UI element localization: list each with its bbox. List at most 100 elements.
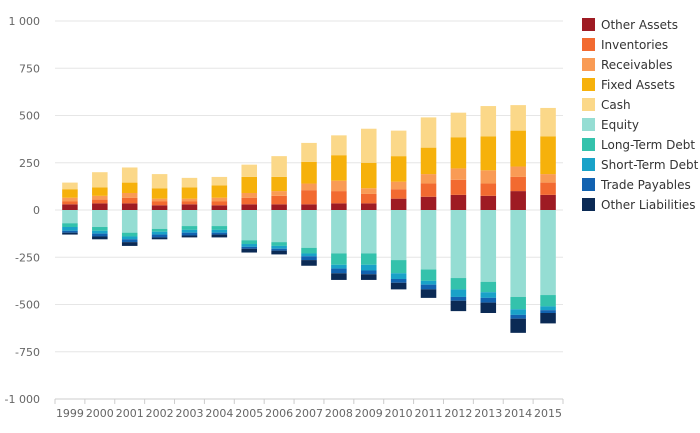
bar-segment-fixed-assets-2012	[450, 137, 467, 169]
bar-segment-other-liabilities-2008	[331, 273, 347, 280]
legend-item-other-liabilities[interactable]: Other Liabilities	[582, 198, 696, 212]
bar-segment-inventories-2015	[540, 182, 556, 195]
bar-segment-cash-2002	[151, 174, 168, 189]
bar-segment-inventories-1999	[62, 201, 78, 205]
y-axis-tick-labels: -1 000 -750 -500 -250 0 250 500 750 1 000	[5, 15, 40, 406]
bar-segment-short-term-debt-2006	[271, 245, 287, 249]
legend-item-trade-payables[interactable]: Trade Payables	[582, 178, 691, 192]
bar-segment-inventories-2007	[301, 190, 317, 205]
bar-segment-other-liabilities-2003	[181, 235, 198, 238]
bar-segment-short-term-debt-2000	[92, 230, 108, 234]
bar-segment-cash-2006	[271, 156, 287, 177]
x-tick-label: 2002	[146, 407, 174, 420]
legend-swatch	[582, 38, 595, 51]
legend-swatch	[582, 198, 595, 211]
bar-segment-receivables-2007	[301, 183, 317, 191]
bar-segment-inventories-2003	[181, 201, 198, 205]
x-tick-label: 2006	[265, 407, 293, 420]
legend-item-long-term-debt[interactable]: Long-Term Debt	[582, 138, 695, 152]
bar-segment-short-term-debt-2007	[301, 253, 317, 257]
bar-segment-fixed-assets-2006	[271, 176, 287, 192]
bar-segment-other-liabilities-2007	[301, 260, 317, 266]
bar-segment-other-liabilities-2013	[480, 302, 497, 314]
bar-segment-cash-2011	[420, 117, 437, 148]
y-tick-label: 0	[33, 204, 40, 217]
bar-segment-long-term-debt-2006	[271, 242, 287, 246]
bar-segment-short-term-debt-2005	[241, 244, 258, 247]
bar-segment-other-assets-2010	[390, 198, 407, 210]
legend-label: Cash	[601, 98, 631, 112]
bar-segment-trade-payables-2008	[331, 268, 347, 274]
bar-segment-other-liabilities-2010	[390, 282, 407, 290]
bar-segment-fixed-assets-2004	[211, 185, 228, 198]
bar-segment-equity-2002	[151, 210, 168, 229]
bar-segment-cash-2012	[450, 112, 467, 138]
bar-segment-long-term-debt-2011	[420, 269, 437, 281]
legend-item-short-term-debt[interactable]: Short-Term Debt	[582, 158, 699, 172]
bar-segment-inventories-2006	[271, 195, 287, 205]
x-tick-label: 2007	[295, 407, 323, 420]
bar-segment-trade-payables-2010	[390, 278, 407, 283]
bar-segment-other-assets-2009	[360, 203, 377, 210]
legend-item-cash[interactable]: Cash	[582, 98, 631, 112]
bar-segment-other-liabilities-2012	[450, 300, 467, 312]
bar-segment-long-term-debt-2009	[360, 253, 377, 265]
legend-item-equity[interactable]: Equity	[582, 118, 639, 132]
bar-segment-inventories-2001	[121, 197, 138, 204]
bar-segment-receivables-2008	[331, 180, 347, 192]
bar-segment-equity-2015	[540, 210, 556, 296]
bar-segment-long-term-debt-2002	[151, 228, 168, 232]
bar-segment-short-term-debt-2012	[450, 289, 467, 297]
bars	[62, 105, 556, 333]
bar-segment-other-liabilities-2005	[241, 248, 258, 253]
bar-segment-other-assets-2013	[480, 195, 497, 210]
bar-segment-receivables-2003	[181, 198, 198, 202]
bar-segment-long-term-debt-2001	[121, 232, 138, 237]
bar-segment-long-term-debt-2004	[211, 226, 228, 230]
bar-segment-long-term-debt-2007	[301, 247, 317, 254]
x-tick-label: 2004	[205, 407, 233, 420]
bar-segment-equity-2014	[510, 210, 526, 297]
y-tick-label: 1 000	[9, 15, 41, 28]
bar-segment-equity-1999	[62, 210, 78, 224]
legend-label: Fixed Assets	[601, 78, 675, 92]
bar-segment-long-term-debt-2010	[390, 260, 407, 274]
bar-segment-cash-2014	[510, 105, 526, 131]
legend-swatch	[582, 118, 595, 131]
bar-segment-cash-2001	[121, 167, 138, 183]
bar-segment-fixed-assets-2010	[390, 156, 407, 182]
x-tick-label: 2001	[116, 407, 144, 420]
bar-segment-equity-2009	[360, 210, 377, 254]
bar-segment-equity-2006	[271, 210, 287, 243]
legend-item-receivables[interactable]: Receivables	[582, 58, 673, 72]
bar-segment-cash-2010	[390, 130, 407, 157]
bar-segment-trade-payables-2011	[420, 284, 437, 290]
bar-segment-fixed-assets-2001	[121, 182, 138, 193]
bar-segment-receivables-2004	[211, 197, 228, 202]
x-axis: 1999 2000 2001 2002 2003 2004 2005 2006 2007 2008…	[54, 398, 564, 420]
legend-item-other-assets[interactable]: Other Assets	[582, 18, 678, 32]
bar-segment-short-term-debt-2001	[121, 236, 138, 240]
legend-swatch	[582, 18, 595, 31]
bar-segment-trade-payables-2000	[92, 233, 108, 237]
bar-segment-short-term-debt-2010	[390, 273, 407, 279]
bar-segment-receivables-2005	[241, 192, 258, 198]
bar-segment-cash-2000	[92, 172, 108, 188]
bar-segment-other-assets-2014	[510, 191, 526, 210]
y-tick-label: -750	[15, 346, 40, 359]
legend-item-fixed-assets[interactable]: Fixed Assets	[582, 78, 675, 92]
bar-segment-other-assets-2011	[420, 196, 437, 210]
bar-segment-inventories-2004	[211, 201, 228, 206]
legend-label: Receivables	[601, 58, 673, 72]
bar-segment-other-liabilities-1999	[62, 232, 78, 235]
bar-segment-other-assets-1999	[62, 204, 78, 210]
bar-segment-fixed-assets-2007	[301, 161, 317, 184]
x-tick-label: 2003	[175, 407, 203, 420]
bar-segment-receivables-1999	[62, 197, 78, 202]
legend-swatch	[582, 158, 595, 171]
bar-segment-other-assets-2007	[301, 204, 317, 210]
legend-item-inventories[interactable]: Inventories	[582, 38, 668, 52]
bar-segment-fixed-assets-2003	[181, 187, 198, 199]
bar-segment-inventories-2008	[331, 191, 347, 204]
